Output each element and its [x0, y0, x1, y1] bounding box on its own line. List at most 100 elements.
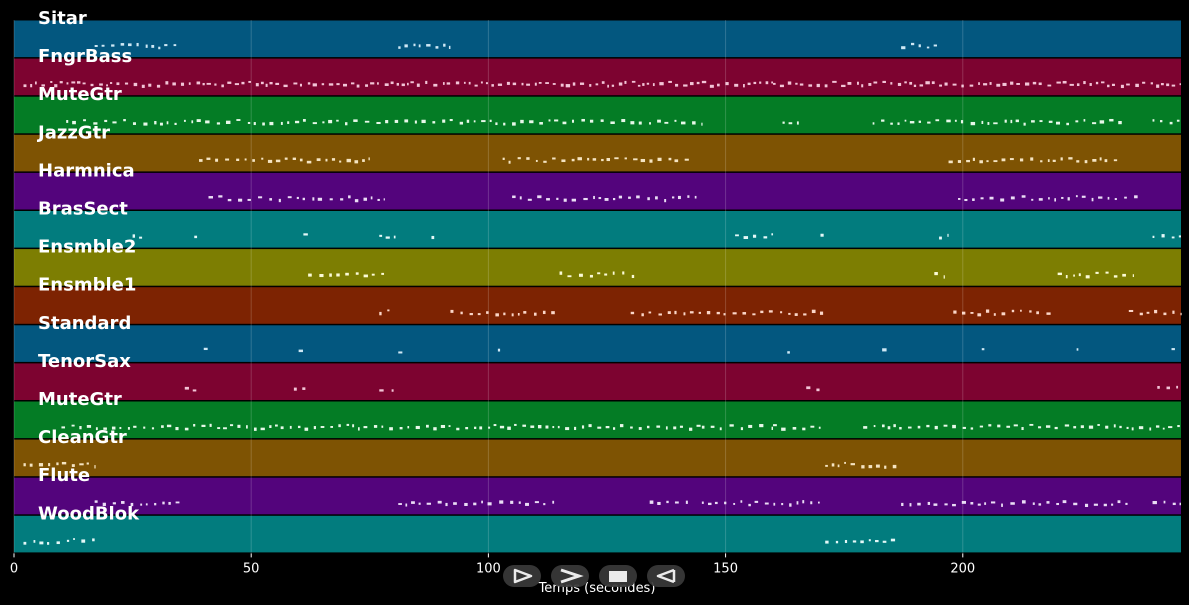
note — [656, 425, 661, 428]
note — [621, 119, 626, 123]
note — [765, 81, 769, 85]
note-segment — [132, 234, 143, 239]
note-segment — [398, 500, 555, 507]
note — [425, 80, 428, 85]
note — [1172, 502, 1176, 506]
note — [740, 500, 743, 503]
note — [604, 273, 608, 276]
note — [112, 502, 116, 505]
next-button[interactable] — [551, 565, 589, 587]
note — [683, 84, 688, 87]
note-segment — [208, 195, 385, 203]
note — [336, 273, 340, 277]
stop-button[interactable] — [599, 565, 637, 587]
note — [824, 84, 828, 88]
note — [1073, 426, 1077, 429]
track-label: JazzGtr — [36, 122, 110, 143]
note — [1179, 83, 1181, 86]
note — [714, 501, 718, 505]
note — [218, 195, 223, 198]
note — [939, 84, 943, 87]
note — [1061, 196, 1064, 199]
note — [180, 82, 185, 86]
note — [214, 83, 217, 86]
note — [455, 81, 460, 85]
note — [1062, 80, 1067, 84]
note — [598, 197, 602, 200]
note-segment — [23, 80, 700, 88]
note — [442, 82, 445, 85]
note — [521, 82, 524, 86]
note — [601, 81, 605, 84]
note — [503, 122, 506, 126]
note — [283, 84, 288, 88]
track-label: Standard — [38, 313, 131, 334]
note — [1038, 426, 1042, 429]
note — [495, 122, 498, 126]
note — [35, 81, 37, 85]
play-outline-button[interactable] — [503, 565, 541, 587]
note-segment — [958, 195, 1138, 202]
note — [989, 82, 992, 85]
note — [1105, 271, 1109, 274]
note — [487, 502, 492, 506]
note — [61, 461, 67, 465]
note-segment — [199, 157, 370, 164]
note — [299, 158, 303, 162]
note — [538, 82, 542, 84]
note — [469, 313, 473, 316]
note — [552, 83, 556, 85]
note — [578, 273, 583, 277]
note — [196, 119, 201, 123]
note — [587, 157, 590, 161]
note — [1180, 312, 1182, 316]
note — [329, 198, 333, 201]
note — [362, 159, 365, 162]
note — [1093, 503, 1098, 506]
note — [899, 426, 902, 430]
note — [241, 81, 245, 85]
note — [675, 83, 679, 87]
note — [196, 81, 201, 85]
note — [970, 502, 974, 505]
note — [636, 195, 640, 199]
note-segment — [1152, 500, 1181, 506]
note-segment — [630, 309, 824, 317]
playback-controls — [503, 565, 687, 587]
note — [1016, 83, 1020, 85]
note — [733, 502, 736, 505]
note — [863, 426, 868, 429]
note — [958, 198, 961, 200]
note — [23, 541, 27, 545]
note — [1179, 502, 1181, 506]
previous-button[interactable] — [647, 565, 685, 587]
note — [278, 198, 281, 203]
note — [1120, 84, 1124, 89]
note — [225, 120, 231, 124]
note — [1057, 272, 1062, 276]
note — [1032, 81, 1037, 85]
note — [954, 119, 957, 122]
note — [589, 274, 593, 278]
note — [377, 82, 379, 85]
note — [71, 81, 76, 84]
note — [1047, 84, 1052, 87]
note — [944, 503, 948, 506]
note — [735, 234, 739, 237]
note — [698, 311, 701, 314]
note — [979, 160, 983, 164]
note — [175, 501, 180, 504]
note — [666, 500, 669, 504]
note — [689, 427, 693, 431]
note — [729, 424, 734, 427]
note — [497, 348, 501, 352]
note — [868, 83, 872, 86]
note — [1031, 198, 1034, 201]
note — [183, 119, 186, 122]
note — [674, 119, 677, 122]
note — [205, 120, 210, 124]
note — [1085, 275, 1090, 279]
note — [405, 503, 408, 507]
note — [760, 310, 764, 314]
note — [844, 461, 846, 464]
